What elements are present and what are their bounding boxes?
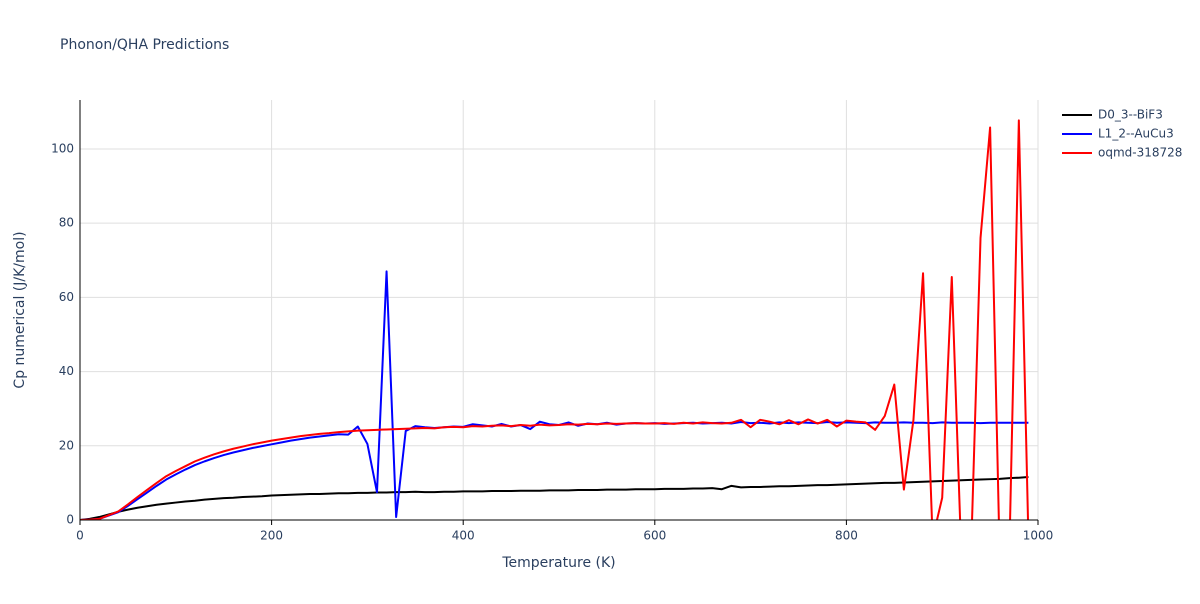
- x-tick-label: 800: [835, 529, 858, 543]
- y-tick-label: 100: [51, 141, 74, 155]
- x-axis-label: Temperature (K): [501, 555, 615, 571]
- y-axis-label: Cp numerical (J/K/mol): [12, 231, 28, 388]
- x-tick-label: 600: [643, 529, 666, 543]
- y-tick-label: 60: [59, 290, 74, 304]
- y-tick-label: 20: [59, 438, 74, 452]
- series-line: [80, 475, 1029, 520]
- x-tick-label: 0: [76, 529, 84, 543]
- legend-label: L1_2--AuCu3: [1098, 127, 1174, 141]
- y-tick-label: 80: [59, 216, 74, 230]
- legend: D0_3--BiF3 L1_2--AuCu3 oqmd-318728: [1062, 108, 1182, 160]
- grid: [79, 100, 1039, 521]
- plot-area: [80, 119, 1029, 520]
- legend-label: oqmd-318728: [1098, 146, 1182, 160]
- series-line: [80, 119, 1029, 520]
- x-tick-label: 1000: [1023, 529, 1054, 543]
- x-tick-label: 400: [452, 529, 475, 543]
- y-tick-label: 40: [59, 364, 74, 378]
- chart-title: Phonon/QHA Predictions: [60, 37, 229, 53]
- y-tick-label: 0: [66, 513, 74, 527]
- x-tick-label: 200: [260, 529, 283, 543]
- legend-label: D0_3--BiF3: [1098, 108, 1163, 122]
